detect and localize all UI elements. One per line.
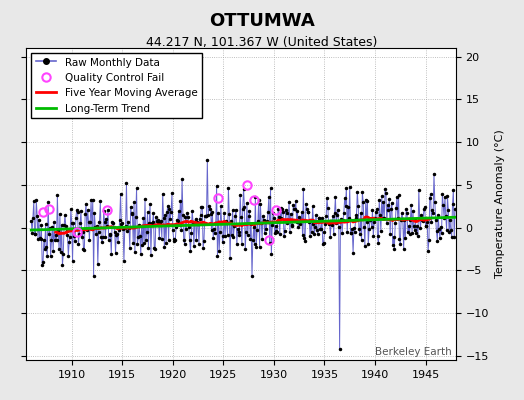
Text: OTTUMWA: OTTUMWA [209,12,315,30]
Y-axis label: Temperature Anomaly (°C): Temperature Anomaly (°C) [495,130,505,278]
Text: Berkeley Earth: Berkeley Earth [375,347,452,357]
Text: 44.217 N, 101.367 W (United States): 44.217 N, 101.367 W (United States) [146,36,378,49]
Legend: Raw Monthly Data, Quality Control Fail, Five Year Moving Average, Long-Term Tren: Raw Monthly Data, Quality Control Fail, … [31,53,202,118]
